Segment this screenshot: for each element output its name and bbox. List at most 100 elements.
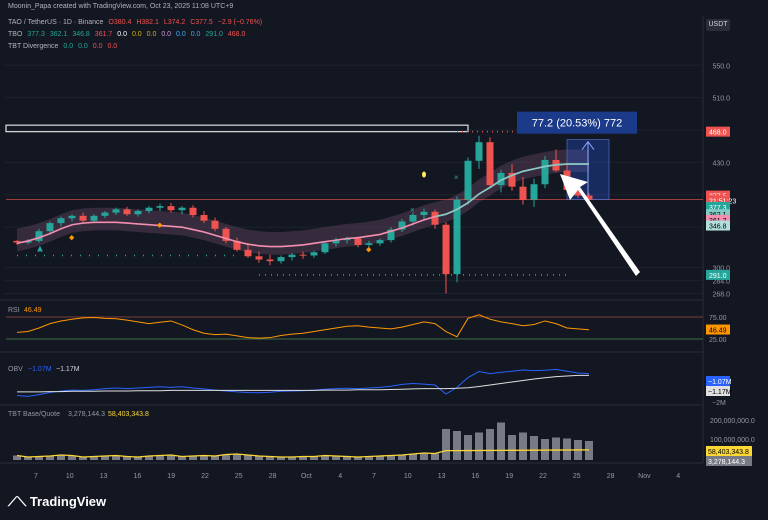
time-tick-label: 10 [66, 473, 74, 480]
volume-pane: TBT Base/Quote 3,278,144.3 58,403,343.8200… [8, 411, 755, 466]
price-tick-label: 300.0 [712, 266, 730, 273]
candle-body [464, 160, 472, 200]
candle-body [13, 240, 21, 243]
volume-bar [222, 454, 230, 460]
time-tick-label: 13 [438, 473, 446, 480]
volume-base-badge-text: 3,278,144.3 [708, 459, 745, 466]
price-axis-badge [706, 220, 730, 231]
candle-body [574, 189, 582, 196]
volume-bar [46, 456, 54, 460]
currency-badge[interactable]: USDT [706, 19, 730, 31]
time-tick-label: 4 [676, 473, 680, 480]
candle-body [255, 256, 263, 260]
tbo-value-10: 0.0 [190, 31, 201, 38]
price-axis-badge [706, 214, 730, 225]
candle-body [486, 142, 494, 186]
volume-bar [13, 455, 21, 460]
tbo-value-6: 0.0 [131, 31, 142, 38]
volume-bar [475, 432, 483, 460]
volume-bar [288, 457, 296, 460]
symbol-title[interactable]: TAO / TetherUS · 1D · Binance [8, 19, 104, 26]
x-signal: × [410, 206, 415, 215]
candle-body [123, 209, 131, 215]
obv-value: −1.07M [28, 366, 52, 373]
candle-body [519, 186, 527, 200]
candle-body [134, 210, 142, 215]
volume-bar [233, 454, 241, 460]
time-tick-label: 25 [573, 473, 581, 480]
candle-body [585, 195, 593, 200]
volume-bar [211, 456, 219, 460]
tbtdiv-value-1: 0.0 [63, 43, 74, 50]
time-tick-label: 4 [338, 473, 342, 480]
volume-bar [453, 431, 461, 460]
candle-body [508, 172, 516, 187]
candle-body [310, 252, 318, 256]
time-tick-label: 28 [607, 473, 615, 480]
candle-body [497, 172, 505, 186]
tbo-value-8: 0.0 [161, 31, 172, 38]
time-tick-label: 19 [505, 473, 513, 480]
tbo-value-11: 291.0 [205, 31, 223, 38]
candle-body [409, 215, 417, 222]
volume-bar [57, 455, 65, 460]
volume-bar [332, 456, 340, 460]
candle-body [222, 228, 230, 241]
ohlc-change: −2.9 (−0.76%) [217, 19, 263, 26]
candle-body [101, 212, 109, 216]
time-tick-label: 10 [404, 473, 412, 480]
obv-ma-badge-text: −1.17M [708, 389, 732, 396]
candle-body [398, 221, 406, 230]
candle-body [530, 184, 538, 200]
resistance-box [5, 124, 469, 133]
price-axis-badge-text: 346.8 [709, 224, 727, 231]
candle-body [354, 238, 362, 245]
candle-body [156, 206, 164, 208]
time-tick-label: Nov [638, 473, 651, 480]
volume-bar [189, 456, 197, 460]
tbtdiv-label[interactable]: TBT Divergence [8, 43, 59, 50]
tbt-divergence-legend: TBT Divergence 0.0 0.0 0.0 0.0 [8, 43, 120, 50]
price-axis: 550.0510.0470.0430.0390.0350.0300.0284.0… [706, 63, 736, 299]
price-tick-label: 550.0 [712, 63, 730, 70]
volume-bar [409, 454, 417, 460]
volume-quote-badge-text: 58,403,343.8 [708, 449, 749, 456]
price-pane: 77.2 (20.53%) 772 ▲ × × ◆ ◆ ◆ [5, 111, 703, 294]
annotation-arrow [560, 174, 640, 276]
volume-bar [387, 455, 395, 460]
obv-badge-text: −1.07M [708, 379, 732, 386]
volume-bar [244, 455, 252, 460]
volume-bar [376, 456, 384, 460]
price-tick-label: 510.0 [712, 96, 730, 103]
volume-bar [464, 435, 472, 460]
price-axis-badge [706, 269, 730, 280]
tbo-label[interactable]: TBO [8, 31, 23, 38]
volume-bar [486, 429, 494, 460]
time-tick-label: 22 [539, 473, 547, 480]
volume-tick-200m: 200,000,000.0 [710, 418, 755, 425]
candle-body [189, 207, 197, 216]
volume-bar [563, 438, 571, 460]
candle-body [321, 243, 329, 253]
volume-quote-value: 58,403,343.8 [108, 411, 149, 418]
price-tick-label: 284.0 [712, 279, 730, 286]
candle-body [90, 215, 98, 221]
buy-triangle-signal: ▲ [35, 243, 45, 254]
tbo-line-bullish [434, 163, 589, 218]
volume-bar [552, 437, 560, 460]
volume-bar [134, 457, 142, 460]
tradingview-logo[interactable]: ⟋⟍ TradingView [8, 494, 106, 510]
candle-body [266, 259, 274, 262]
price-axis-badge-text: 468.0 [709, 130, 727, 137]
candle-body [431, 211, 439, 225]
tbo-legend: TBO 377.3 362.1 346.8 361.7 0.0 0.0 0.0 … [8, 31, 248, 38]
rsi-tick-25: 25.00 [709, 337, 727, 344]
volume-bar [431, 453, 439, 460]
candle-body [178, 207, 186, 211]
obv-ma-badge [706, 386, 730, 396]
rsi-tick-75: 75.00 [709, 315, 727, 322]
volume-base-value: 3,278,144.3 [68, 411, 105, 418]
symbol-line: TAO / TetherUS · 1D · Binance O380.4 H38… [8, 19, 265, 26]
